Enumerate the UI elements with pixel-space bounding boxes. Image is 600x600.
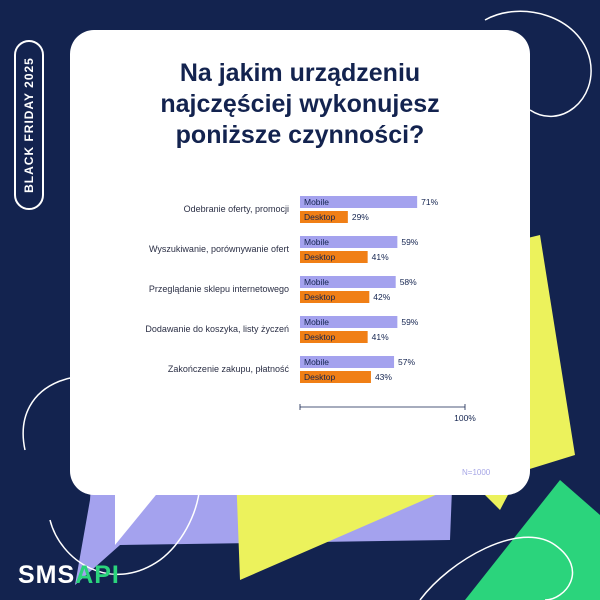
- green-corner-shape: [465, 480, 600, 600]
- title-line-3: poniższe czynności?: [175, 121, 425, 149]
- outline-swirl-right: [419, 536, 574, 600]
- bar-desktop: [300, 371, 371, 383]
- bar-series-label: Mobile: [304, 277, 329, 287]
- bar-series-label: Desktop: [304, 332, 335, 342]
- bar-series-label: Desktop: [304, 212, 335, 222]
- logo-part-sms: SMS: [18, 561, 76, 589]
- card-tail-shape: [115, 490, 160, 545]
- device-usage-bar-chart: Odebranie oferty, promocji Mobile 71% Deskt…: [145, 196, 476, 423]
- bar-value-label: 43%: [375, 372, 392, 382]
- category-label: Wyszukiwanie, porównywanie ofert: [149, 244, 289, 254]
- bar-value-label: 41%: [372, 252, 389, 262]
- black-friday-badge: BLACK FRIDAY 2025: [14, 40, 44, 210]
- bar-series-label: Mobile: [304, 317, 329, 327]
- category-label: Przeglądanie sklepu internetowego: [149, 284, 289, 294]
- bar-desktop: [300, 331, 368, 343]
- bar-value-label: 59%: [401, 237, 418, 247]
- survey-card: Na jakim urządzeniu najczęściej wykonuje…: [70, 30, 530, 495]
- smsapi-logo: SMSAPI: [18, 561, 120, 590]
- category-label: Zakończenie zakupu, płatność: [168, 364, 290, 374]
- bar-series-label: Desktop: [304, 252, 335, 262]
- bar-mobile: [300, 276, 396, 288]
- chart-title: Na jakim urządzeniu najczęściej wykonuje…: [70, 58, 530, 151]
- bar-series-label: Desktop: [304, 292, 335, 302]
- bar-desktop: [300, 291, 370, 303]
- bar-mobile: [300, 316, 398, 328]
- sample-size-note: N=1000: [462, 468, 491, 477]
- x-axis-end-label: 100%: [454, 413, 476, 423]
- bar-desktop: [300, 211, 348, 223]
- bar-value-label: 57%: [398, 357, 415, 367]
- bar-value-label: 29%: [352, 212, 369, 222]
- title-line-2: najczęściej wykonujesz: [160, 90, 440, 118]
- bar-mobile: [300, 356, 395, 368]
- bar-value-label: 59%: [401, 317, 418, 327]
- bar-desktop: [300, 251, 368, 263]
- bar-value-label: 71%: [421, 197, 438, 207]
- bar-series-label: Mobile: [304, 237, 329, 247]
- bar-value-label: 41%: [372, 332, 389, 342]
- bar-series-label: Mobile: [304, 357, 329, 367]
- bar-series-label: Desktop: [304, 372, 335, 382]
- bar-value-label: 42%: [373, 292, 390, 302]
- category-label: Odebranie oferty, promocji: [184, 204, 289, 214]
- title-line-1: Na jakim urządzeniu: [179, 59, 421, 87]
- outline-swirl-top: [484, 10, 592, 117]
- bar-series-label: Mobile: [304, 197, 329, 207]
- logo-part-api: API: [75, 561, 120, 589]
- bar-mobile: [300, 196, 418, 208]
- bar-mobile: [300, 236, 398, 248]
- bar-value-label: 58%: [400, 277, 417, 287]
- category-label: Dodawanie do koszyka, listy życzeń: [145, 324, 289, 334]
- badge-text: BLACK FRIDAY 2025: [22, 57, 36, 193]
